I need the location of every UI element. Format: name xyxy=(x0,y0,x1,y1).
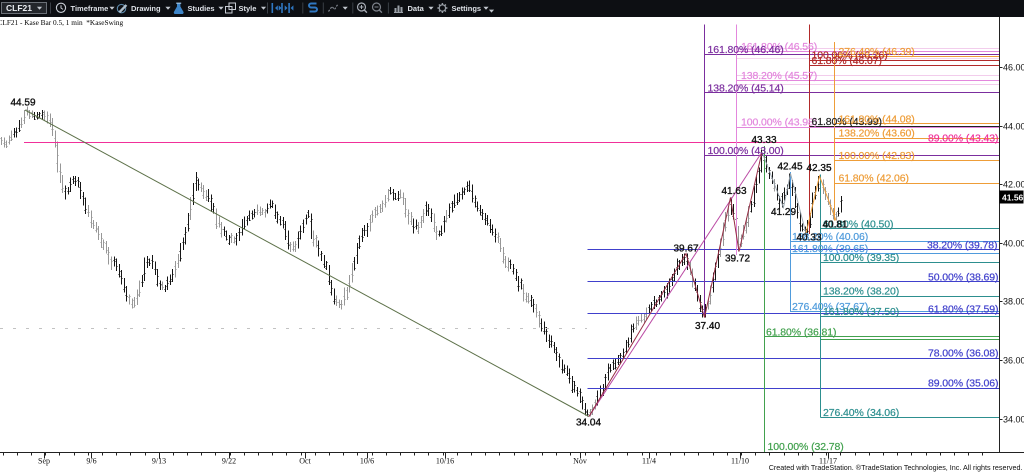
svg-text:61.80% (36.81): 61.80% (36.81) xyxy=(766,326,836,338)
svg-text:138.20% (43.60): 138.20% (43.60) xyxy=(839,128,915,140)
svg-text:138.20% (38.20): 138.20% (38.20) xyxy=(823,286,899,298)
svg-text:11/4: 11/4 xyxy=(642,457,656,466)
svg-text:100.00% (43.00): 100.00% (43.00) xyxy=(708,145,784,157)
svg-text:Oct: Oct xyxy=(299,457,311,466)
svg-text:Style: Style xyxy=(239,4,257,13)
svg-text:276.40% (37.67): 276.40% (37.67) xyxy=(792,301,868,313)
svg-text:CLF21: CLF21 xyxy=(6,3,32,13)
svg-text:9/22: 9/22 xyxy=(222,457,236,466)
svg-text:161.80% (44.08): 161.80% (44.08) xyxy=(839,113,915,125)
svg-text:161.80% (37.50): 161.80% (37.50) xyxy=(823,306,899,318)
svg-text:161.80% (46.46): 161.80% (46.46) xyxy=(708,44,784,56)
svg-text:100.00% (43.98): 100.00% (43.98) xyxy=(741,116,817,128)
svg-text:11/17: 11/17 xyxy=(819,457,837,466)
svg-text:Sep: Sep xyxy=(38,457,50,466)
svg-text:42.45: 42.45 xyxy=(777,162,802,173)
svg-text:100.00% (46.26): 100.00% (46.26) xyxy=(812,50,888,62)
svg-text:40.00: 40.00 xyxy=(1003,239,1024,249)
svg-text:42.00: 42.00 xyxy=(1003,180,1024,190)
svg-text:138.20% (45.14): 138.20% (45.14) xyxy=(708,82,784,94)
svg-text:61.80% (43.99): 61.80% (43.99) xyxy=(812,116,882,128)
svg-text:41.29: 41.29 xyxy=(771,207,796,218)
svg-text:34.00: 34.00 xyxy=(1003,415,1024,425)
svg-text:100.00% (32.78): 100.00% (32.78) xyxy=(768,441,844,453)
svg-text:161.80% (46.56): 161.80% (46.56) xyxy=(741,41,817,53)
svg-text:10/6: 10/6 xyxy=(360,457,374,466)
svg-text:Settings: Settings xyxy=(452,4,482,13)
svg-text:138.20% (40.06): 138.20% (40.06) xyxy=(792,231,868,243)
svg-text:Created with TradeStation. ®Tr: Created with TradeStation. ®TradeStation… xyxy=(769,463,1023,472)
svg-text:138.20% (45.57): 138.20% (45.57) xyxy=(741,70,817,82)
svg-text:Nov: Nov xyxy=(573,457,587,466)
svg-text:38.20% (39.78): 38.20% (39.78) xyxy=(927,239,997,251)
svg-text:40.81: 40.81 xyxy=(822,220,847,231)
svg-text:41.56: 41.56 xyxy=(1002,193,1024,203)
svg-text:89.00% (35.06): 89.00% (35.06) xyxy=(928,378,998,390)
svg-text:100.00% (39.35): 100.00% (39.35) xyxy=(823,252,899,264)
svg-text:44.00: 44.00 xyxy=(1003,122,1024,132)
svg-text:61.80% (40.50): 61.80% (40.50) xyxy=(823,218,893,230)
svg-text:37.40: 37.40 xyxy=(695,321,720,332)
svg-text:39.67: 39.67 xyxy=(673,244,698,255)
svg-text:Data: Data xyxy=(408,4,425,13)
svg-text:42.35: 42.35 xyxy=(806,163,831,174)
svg-text:61.80% (42.06): 61.80% (42.06) xyxy=(839,173,909,185)
svg-text:89.00% (43.43): 89.00% (43.43) xyxy=(928,132,998,144)
svg-text:44.59: 44.59 xyxy=(10,98,35,109)
svg-text:46.00: 46.00 xyxy=(1003,63,1024,73)
svg-text:161.80% (39.65): 161.80% (39.65) xyxy=(792,243,868,255)
svg-text:276.40% (34.06): 276.40% (34.06) xyxy=(823,407,899,419)
svg-text:9/6: 9/6 xyxy=(86,457,96,466)
svg-text:276.40% (46.39): 276.40% (46.39) xyxy=(839,46,915,58)
svg-text:36.00: 36.00 xyxy=(1003,356,1024,366)
svg-text:Timeframe: Timeframe xyxy=(71,4,109,13)
svg-text:39.72: 39.72 xyxy=(725,254,750,265)
svg-text:38.00: 38.00 xyxy=(1003,297,1024,307)
svg-text:Drawing: Drawing xyxy=(131,4,161,13)
svg-text:34.04: 34.04 xyxy=(576,418,601,429)
svg-text:11/10: 11/10 xyxy=(731,457,749,466)
svg-text:10/16: 10/16 xyxy=(436,457,454,466)
svg-text:9/13: 9/13 xyxy=(152,457,166,466)
svg-text:78.00% (36.08): 78.00% (36.08) xyxy=(928,348,998,360)
svg-text:43.33: 43.33 xyxy=(751,135,776,146)
svg-text:61.80% (37.59): 61.80% (37.59) xyxy=(928,303,998,315)
svg-text:100.00% (42.83): 100.00% (42.83) xyxy=(839,150,915,162)
svg-text:40.33: 40.33 xyxy=(796,233,821,244)
svg-text:50.00% (38.69): 50.00% (38.69) xyxy=(928,271,998,283)
svg-text:Studies: Studies xyxy=(188,4,215,13)
svg-text:41.63: 41.63 xyxy=(721,186,746,197)
svg-text:61.80% (46.07): 61.80% (46.07) xyxy=(812,55,882,67)
